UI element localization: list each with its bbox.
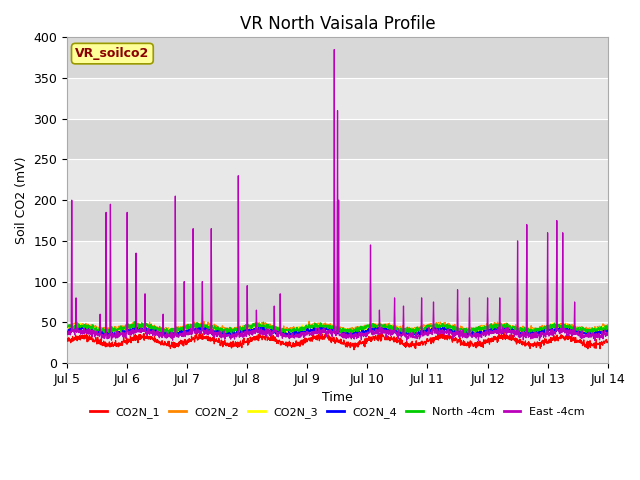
Line: CO2N_3: CO2N_3 xyxy=(67,323,607,335)
CO2N_4 xyxy=(91,328,99,334)
CO2N_3 xyxy=(579,332,587,337)
East -4cm xyxy=(63,332,71,337)
East -4cm xyxy=(330,47,338,52)
East -4cm xyxy=(588,332,596,338)
CO2N_2 xyxy=(312,323,320,329)
Bar xyxy=(67,119,607,159)
CO2N_3 xyxy=(376,320,384,326)
CO2N_2 xyxy=(589,330,596,336)
Line: North -4cm: North -4cm xyxy=(67,322,607,334)
CO2N_2 xyxy=(305,318,313,324)
North -4cm xyxy=(131,319,138,324)
Text: VR_soilco2: VR_soilco2 xyxy=(76,47,150,60)
CO2N_1 xyxy=(489,336,497,342)
CO2N_3 xyxy=(312,322,319,328)
CO2N_1 xyxy=(589,343,596,348)
North -4cm xyxy=(589,325,596,331)
Line: East -4cm: East -4cm xyxy=(67,49,607,341)
CO2N_4 xyxy=(588,333,596,338)
X-axis label: Time: Time xyxy=(322,391,353,404)
CO2N_2 xyxy=(588,327,596,333)
North -4cm xyxy=(604,324,611,329)
East -4cm xyxy=(489,329,497,335)
CO2N_1 xyxy=(326,334,334,340)
Bar xyxy=(67,200,607,241)
CO2N_1 xyxy=(588,342,596,348)
CO2N_4 xyxy=(468,334,476,340)
CO2N_3 xyxy=(604,326,611,332)
CO2N_4 xyxy=(312,326,320,332)
Line: CO2N_4: CO2N_4 xyxy=(67,326,607,337)
CO2N_4 xyxy=(589,330,596,336)
CO2N_2 xyxy=(604,323,611,329)
East -4cm xyxy=(326,326,334,332)
CO2N_1 xyxy=(63,337,71,343)
CO2N_2 xyxy=(326,321,334,326)
CO2N_3 xyxy=(489,326,497,332)
CO2N_2 xyxy=(91,325,99,331)
Bar xyxy=(67,78,607,119)
North -4cm xyxy=(112,331,120,336)
East -4cm xyxy=(312,329,319,335)
Line: CO2N_1: CO2N_1 xyxy=(67,332,607,350)
North -4cm xyxy=(312,322,320,328)
CO2N_2 xyxy=(63,324,71,330)
CO2N_4 xyxy=(490,329,497,335)
CO2N_4 xyxy=(63,329,71,335)
CO2N_2 xyxy=(464,330,472,336)
Bar xyxy=(67,241,607,282)
Bar xyxy=(67,323,607,363)
East -4cm xyxy=(588,332,596,338)
CO2N_3 xyxy=(63,326,71,332)
CO2N_1 xyxy=(350,347,358,353)
Title: VR North Vaisala Profile: VR North Vaisala Profile xyxy=(239,15,435,33)
North -4cm xyxy=(63,324,71,330)
Legend: CO2N_1, CO2N_2, CO2N_3, CO2N_4, North -4cm, East -4cm: CO2N_1, CO2N_2, CO2N_3, CO2N_4, North -4… xyxy=(85,403,589,422)
Y-axis label: Soil CO2 (mV): Soil CO2 (mV) xyxy=(15,156,28,244)
CO2N_1 xyxy=(500,329,508,335)
North -4cm xyxy=(326,324,334,329)
East -4cm xyxy=(604,332,611,338)
East -4cm xyxy=(591,338,599,344)
North -4cm xyxy=(91,326,99,332)
CO2N_4 xyxy=(604,325,611,331)
Bar xyxy=(67,282,607,323)
Bar xyxy=(67,37,607,78)
East -4cm xyxy=(91,334,99,340)
CO2N_4 xyxy=(326,326,334,332)
North -4cm xyxy=(490,325,497,331)
CO2N_4 xyxy=(79,323,86,329)
Line: CO2N_2: CO2N_2 xyxy=(67,321,607,333)
North -4cm xyxy=(588,325,596,331)
CO2N_1 xyxy=(312,335,319,340)
CO2N_3 xyxy=(588,328,596,334)
CO2N_1 xyxy=(604,339,611,345)
CO2N_2 xyxy=(490,324,497,329)
CO2N_3 xyxy=(91,325,99,331)
CO2N_3 xyxy=(326,326,334,332)
CO2N_1 xyxy=(91,338,99,344)
CO2N_3 xyxy=(589,330,596,336)
Bar xyxy=(67,159,607,200)
